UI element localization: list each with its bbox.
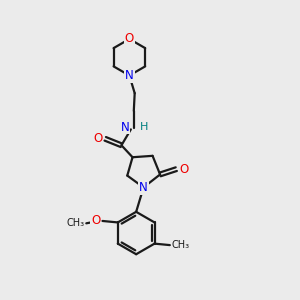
Text: O: O	[91, 214, 100, 227]
Text: O: O	[93, 132, 102, 145]
Text: CH₃: CH₃	[171, 240, 189, 250]
Text: CH₃: CH₃	[67, 218, 85, 228]
Text: H: H	[140, 122, 148, 132]
Text: N: N	[139, 181, 148, 194]
Text: O: O	[180, 163, 189, 176]
Text: O: O	[125, 32, 134, 46]
Text: N: N	[125, 69, 134, 82]
Text: N: N	[121, 121, 129, 134]
